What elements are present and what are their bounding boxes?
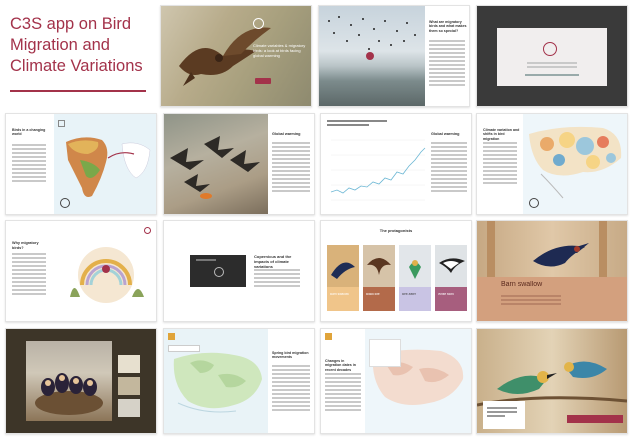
loading-icon [214, 267, 224, 277]
bird-card-2[interactable]: Black kite [363, 245, 395, 311]
screen-thumbnail-spring-migration[interactable]: Spring bird migration movements [163, 328, 315, 434]
action-button[interactable] [567, 415, 623, 423]
card-label: Barn swallow [330, 293, 349, 296]
copernicus-logo [253, 18, 264, 29]
info-card[interactable] [483, 401, 525, 429]
close-icon[interactable] [144, 227, 151, 234]
side-thumb-3[interactable] [118, 399, 140, 417]
screen-thumbnail-protagonists[interactable]: The protagonists Barn swallow Black kite… [320, 220, 472, 322]
title-line-1: C3S app on Bird [10, 15, 132, 33]
bird-card-3[interactable]: Bee-eater [399, 245, 431, 311]
global-warming-heading: Global warming [272, 132, 301, 136]
intro-heading: Climate variables & migratory birds: a l… [253, 44, 306, 58]
copernicus-heading: Copernicus and the impacts of climate va… [254, 255, 292, 269]
bird-card-1[interactable]: Barn swallow [327, 245, 359, 311]
card-label: White stork [438, 293, 454, 296]
cranes-flying [170, 136, 260, 199]
chart-page-heading: Global warming [431, 132, 460, 136]
protagonists-heading: The protagonists [379, 229, 413, 233]
eagle-illustration [179, 27, 271, 86]
black-kite-icon [367, 258, 391, 275]
screen-thumbnail-migration-dates[interactable]: Changes in migration dates in recent dec… [320, 328, 472, 434]
changing-world-heading: Birds in a changing world [12, 128, 46, 137]
legend-panel [369, 339, 401, 367]
barn-swallow-heading: Barn swallow [501, 281, 543, 288]
card-label: Black kite [366, 293, 380, 296]
screen-thumbnail-migratory-birds[interactable]: What are migratory birds and what makes … [318, 5, 470, 107]
side-thumb-1[interactable] [118, 355, 140, 373]
barn-swallow-illustration [487, 221, 607, 277]
why-migratory-heading: Why migratory birds? [12, 241, 39, 250]
screen-thumbnail-global-warming-photo[interactable]: Global warming [163, 113, 315, 215]
rainbow-illustration [70, 247, 144, 303]
europe-map [173, 352, 262, 413]
welcome-dialog [497, 28, 607, 86]
start-button[interactable] [255, 78, 271, 84]
screen-thumbnail-intro[interactable]: Climate variables & migratory birds: a l… [160, 5, 312, 107]
screen-thumbnail-global-warming-chart[interactable]: Global warming [320, 113, 472, 215]
card-label: Bee-eater [402, 293, 416, 296]
title-line-2: Migration and [10, 36, 110, 54]
screen-thumbnail-why-migratory[interactable]: Why migratory birds? [5, 220, 157, 322]
copernicus-logo-icon [325, 333, 332, 340]
screen-thumbnail-welcome-dialog[interactable] [476, 5, 628, 107]
title-line-3: Climate Variations [10, 57, 143, 75]
screen-thumbnail-birds-changing-world[interactable]: Birds in a changing world [5, 113, 157, 215]
flock-of-birds [328, 16, 416, 50]
copernicus-logo-icon [168, 333, 175, 340]
video-player[interactable] [190, 255, 246, 287]
title-underline [10, 90, 146, 92]
side-thumb-2[interactable] [118, 377, 140, 395]
screen-thumbnail-barn-swallow[interactable]: Barn swallow [476, 220, 628, 322]
spring-migration-heading: Spring bird migration movements [272, 351, 309, 360]
eurasia-heatmap [529, 126, 622, 199]
temperature-chart [330, 139, 426, 201]
close-icon[interactable] [58, 120, 65, 127]
screen-thumbnail-climate-variation[interactable]: Climate variation and shifts in bird mig… [476, 113, 628, 215]
map-control-icon[interactable] [529, 198, 539, 208]
screen-thumbnail-copernicus[interactable]: Copernicus and the impacts of climate va… [163, 220, 315, 322]
africa-map [66, 137, 151, 197]
layer-selector[interactable] [168, 345, 200, 352]
map-control-icon[interactable] [60, 198, 70, 208]
bird-card-4[interactable]: White stork [435, 245, 467, 311]
screen-thumbnail-bee-eaters[interactable] [476, 328, 628, 434]
page-title: C3S app on Bird Migration and Climate Va… [10, 14, 150, 77]
migration-dates-heading: Changes in migration dates in recent dec… [325, 359, 356, 372]
screen-thumbnail-swallow-nest[interactable] [5, 328, 157, 434]
play-button[interactable] [366, 52, 374, 60]
migratory-heading: What are migratory birds and what makes … [429, 20, 467, 33]
barn-swallow-icon [331, 262, 355, 279]
c3s-logo-icon [543, 42, 557, 56]
swallow-chicks [35, 373, 103, 415]
bee-eater-icon [409, 260, 421, 279]
white-stork-icon [439, 258, 465, 273]
climate-variation-heading: Climate variation and shifts in bird mig… [483, 128, 520, 141]
